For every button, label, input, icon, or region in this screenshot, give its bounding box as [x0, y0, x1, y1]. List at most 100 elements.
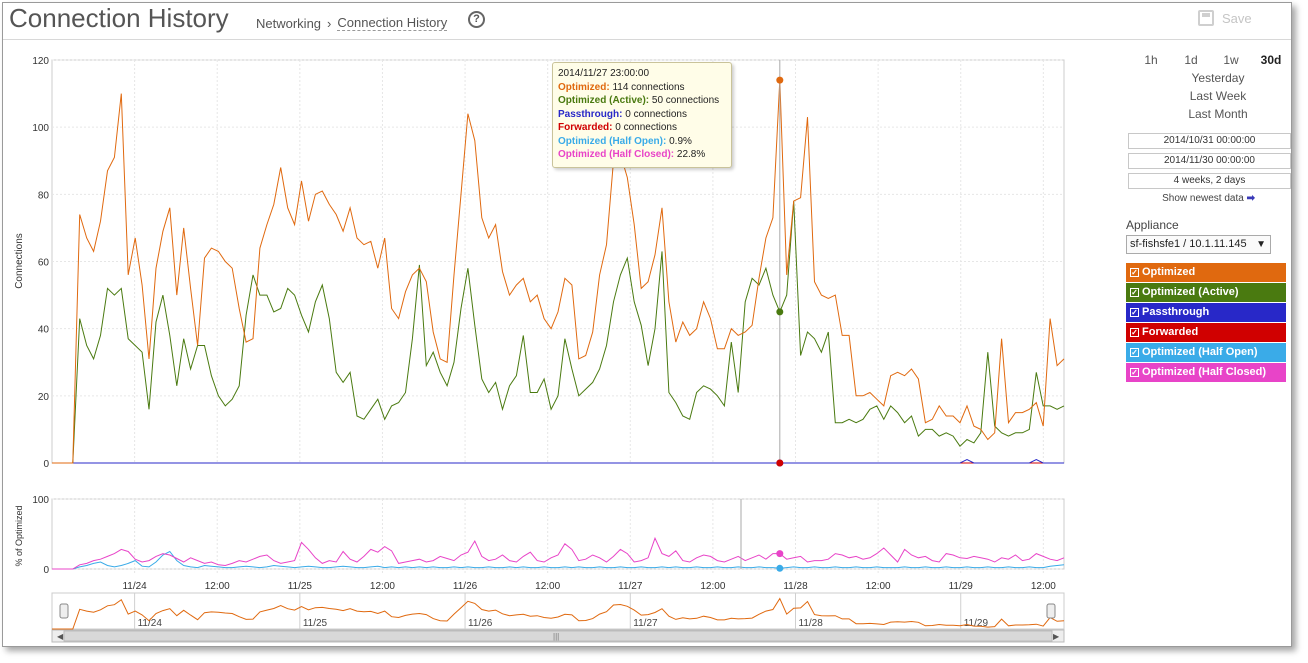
- tooltip-timestamp: 2014/11/27 23:00:00: [558, 68, 650, 79]
- pct-y-tick-label: 0: [43, 565, 49, 576]
- y-tick-label: 20: [38, 392, 50, 403]
- tooltip-rows: Optimized: 114 connections Optimized (Act…: [558, 81, 726, 162]
- pct-y-axis: 0 100: [32, 495, 49, 576]
- nav-tick-label: 11/28: [799, 618, 824, 629]
- end-time-field[interactable]: 2014/11/30 00:00:00: [1128, 153, 1291, 169]
- checkbox-icon[interactable]: ✓: [1130, 288, 1139, 297]
- tooltip-row-value: 0 connections: [622, 108, 687, 120]
- navigator[interactable]: 11/24 11/25 11/26 11/27 11/28 11/29 ◀ ▶ |||: [3, 589, 1113, 647]
- legend-item[interactable]: ✓ Forwarded: [1126, 323, 1286, 342]
- chart-tooltip: 2014/11/27 23:00:00 Optimized: 114 conne…: [552, 62, 732, 168]
- legend-item[interactable]: ✓ Optimized (Half Open): [1126, 343, 1286, 362]
- navigator-right-handle[interactable]: [1046, 603, 1056, 619]
- legend: ✓ Optimized ✓ Optimized (Active) ✓ Passthroug…: [1126, 263, 1291, 382]
- checkbox-icon[interactable]: ✓: [1130, 268, 1139, 277]
- tooltip-row-label: Forwarded:: [558, 122, 613, 133]
- save-label: Save: [1222, 10, 1252, 26]
- navigator-ticks: 11/24 11/25 11/26 11/27 11/28 11/29: [134, 593, 989, 629]
- nav-tick-label: 11/24: [138, 618, 163, 629]
- appliance-label: Appliance: [1126, 218, 1179, 232]
- appliance-value: sf-fishsfe1 / 10.1.11.145: [1130, 238, 1247, 250]
- quick-yesterday[interactable]: Yesterday: [1191, 71, 1245, 85]
- scrollbar-grip-icon: |||: [553, 632, 559, 641]
- timespan-30d[interactable]: 30d: [1260, 53, 1282, 67]
- nav-tick-label: 11/27: [633, 618, 658, 629]
- legend-item[interactable]: ✓ Optimized (Active): [1126, 283, 1286, 302]
- show-newest-link[interactable]: Show newest data ➡: [1123, 193, 1291, 204]
- legend-label: Optimized (Active): [1142, 286, 1239, 298]
- page-header: Connection History Networking › Connecti…: [3, 3, 1291, 40]
- hover-markers: [776, 76, 784, 467]
- series-line-optimized: [52, 80, 1065, 464]
- x-tick-label: 12:00: [535, 581, 560, 592]
- checkbox-icon[interactable]: ✓: [1130, 348, 1139, 357]
- timespan-1d[interactable]: 1d: [1184, 53, 1198, 67]
- y-axis-label: Connections: [14, 233, 25, 289]
- pct-series-line-optimized-half-open-: [52, 550, 1065, 570]
- x-tick-label: 12:00: [370, 581, 395, 592]
- page-title: Connection History: [9, 3, 229, 33]
- quick-last-week[interactable]: Last Week: [1189, 89, 1247, 103]
- tooltip-row: Optimized (Half Closed): 22.8%: [558, 148, 726, 162]
- checkbox-icon[interactable]: ✓: [1130, 328, 1139, 337]
- start-time-field[interactable]: 2014/10/31 00:00:00: [1128, 133, 1291, 149]
- pct-hover-point: [776, 550, 784, 558]
- x-tick-label: 11/28: [783, 581, 808, 592]
- sidebar: 1h 1d 1w 30d Yesterday Last Week Last Mo…: [1123, 53, 1291, 383]
- tooltip-row-value: 0.9%: [666, 135, 692, 147]
- save-button[interactable]: Save: [1198, 10, 1252, 26]
- scrollbar-thumb[interactable]: [63, 630, 1053, 642]
- timespan-1h[interactable]: 1h: [1144, 53, 1158, 67]
- y-tick-label: 80: [38, 190, 50, 201]
- arrow-right-icon: ➡: [1246, 193, 1255, 204]
- x-tick-label: 12:00: [1031, 581, 1056, 592]
- x-tick-label: 12:00: [866, 581, 891, 592]
- checkbox-icon[interactable]: ✓: [1130, 368, 1139, 377]
- x-tick-label: 11/26: [453, 581, 478, 592]
- checkbox-icon[interactable]: ✓: [1130, 308, 1139, 317]
- pct-series-line-optimized-half-closed-: [52, 536, 1065, 570]
- percent-optimized-chart[interactable]: 0 100 % of Optimized 11/24 12:00 11/25 12:00…: [3, 493, 1113, 603]
- pct-series-layer: [52, 536, 1065, 570]
- y-tick-label: 100: [32, 123, 49, 134]
- nav-tick-label: 11/29: [964, 618, 989, 629]
- pct-y-tick-label: 100: [32, 495, 49, 506]
- breadcrumb-networking[interactable]: Networking: [256, 15, 322, 31]
- legend-label: Optimized (Half Open): [1142, 346, 1258, 358]
- series-layer: [52, 80, 1065, 464]
- y-tick-label: 40: [38, 325, 50, 336]
- scroll-right-icon[interactable]: ▶: [1053, 632, 1060, 641]
- appliance-select[interactable]: sf-fishsfe1 / 10.1.11.145 ▼: [1126, 235, 1271, 254]
- navigator-area[interactable]: [51, 592, 1065, 630]
- pct-y-axis-label: % of Optimized: [14, 505, 24, 566]
- pct-grid: [52, 498, 1064, 573]
- series-line-passthrough: [52, 459, 1064, 464]
- hover-point: [776, 308, 784, 316]
- navigator-left-handle[interactable]: [59, 603, 69, 619]
- tooltip-row-label: Optimized (Half Open):: [558, 135, 667, 147]
- tooltip-row: Optimized (Half Open): 0.9%: [558, 135, 726, 149]
- tooltip-row-value: 50 connections: [649, 95, 720, 106]
- x-tick-label: 11/25: [288, 581, 313, 592]
- tooltip-row: Optimized: 114 connections: [558, 81, 726, 95]
- legend-label: Optimized: [1142, 266, 1196, 278]
- quick-last-month[interactable]: Last Month: [1188, 107, 1248, 121]
- scroll-left-icon[interactable]: ◀: [57, 632, 64, 641]
- y-tick-label: 120: [32, 56, 49, 67]
- help-icon[interactable]: ?: [468, 11, 485, 28]
- breadcrumb: Networking › Connection History: [256, 15, 448, 31]
- tooltip-row-label: Passthrough:: [558, 108, 623, 120]
- duration-field[interactable]: 4 weeks, 2 days: [1128, 173, 1291, 189]
- timespan-1w[interactable]: 1w: [1223, 53, 1239, 67]
- x-tick-label: 11/24: [122, 581, 147, 592]
- legend-item[interactable]: ✓ Passthrough: [1126, 303, 1286, 322]
- legend-label: Optimized (Half Closed): [1142, 366, 1267, 378]
- legend-item[interactable]: ✓ Optimized: [1126, 263, 1286, 282]
- tooltip-row-label: Optimized (Active):: [558, 95, 650, 106]
- show-newest-label: Show newest data: [1162, 193, 1244, 204]
- pct-plot-area: [51, 498, 1065, 570]
- x-tick-label: 12:00: [205, 581, 230, 592]
- breadcrumb-connection-history[interactable]: Connection History: [337, 15, 448, 31]
- legend-item[interactable]: ✓ Optimized (Half Closed): [1126, 363, 1286, 382]
- x-axis: 11/24 12:00 11/25 12:00 11/26 12:00 11/27 12:00…: [122, 581, 1056, 592]
